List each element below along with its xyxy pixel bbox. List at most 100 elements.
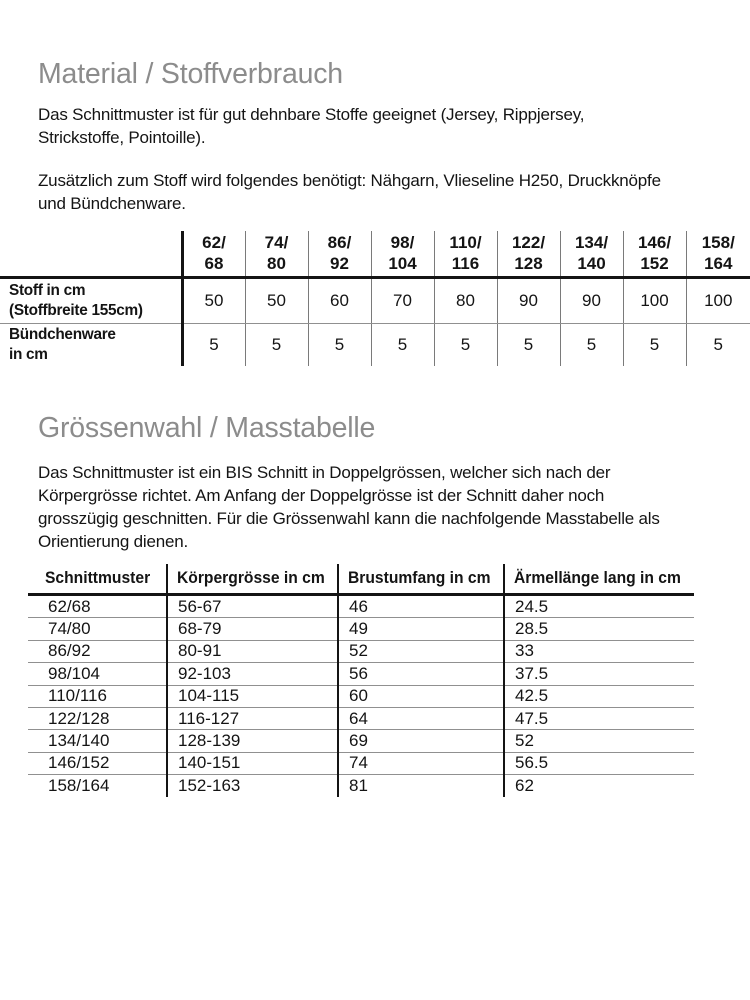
size-column-header: 86/ 92 xyxy=(307,231,371,279)
fabric-table-header-row: 62/ 68 74/ 80 86/ 92 98/ 104 110/ 116 xyxy=(0,231,750,279)
size-column-header: 158/ 164 xyxy=(685,231,750,279)
table-cell: 49 xyxy=(337,617,504,641)
fabric-table-row-stoff: Stoff in cm (Stoffbreite 155cm) 50 50 60… xyxy=(0,277,750,324)
table-cell: 56-67 xyxy=(166,594,338,619)
size-label-bottom: 116 xyxy=(451,254,480,273)
table-cell: 5 xyxy=(433,323,497,366)
size-label-bottom: 80 xyxy=(267,254,286,273)
table-cell: 98/104 xyxy=(28,662,167,686)
row-label-buendchen: Bündchenware in cm xyxy=(0,323,184,366)
table-row: 110/116 104-115 60 42.5 xyxy=(28,685,694,708)
material-paragraph-1: Das Schnittmuster ist für gut dehnbare S… xyxy=(38,105,585,147)
size-column-header: 146/ 152 xyxy=(622,231,686,279)
table-cell: 5 xyxy=(559,323,623,366)
table-cell: 50 xyxy=(244,277,308,324)
table-cell: 52 xyxy=(503,729,694,753)
table-cell: 47.5 xyxy=(503,707,694,731)
size-label-top: 134/ xyxy=(574,233,609,252)
table-cell: 74/80 xyxy=(28,617,167,641)
column-header-aermellaenge: Ärmellänge lang in cm xyxy=(503,564,694,596)
size-label-bottom: 104 xyxy=(388,254,417,273)
table-cell: 62/68 xyxy=(28,594,167,619)
table-cell: 37.5 xyxy=(503,662,694,686)
size-column-header: 74/ 80 xyxy=(244,231,308,279)
table-cell: 33 xyxy=(503,640,694,664)
table-cell: 46 xyxy=(337,594,504,619)
table-cell: 100 xyxy=(685,277,750,324)
size-label-top: 110/ xyxy=(449,233,482,252)
material-paragraph-2: Zusätzlich zum Stoff wird folgendes benö… xyxy=(38,171,661,213)
table-cell: 5 xyxy=(370,323,434,366)
table-cell: 140-151 xyxy=(166,752,338,776)
table-cell: 158/164 xyxy=(48,775,110,795)
table-cell: 90 xyxy=(496,277,560,324)
table-cell: 92-103 xyxy=(166,662,338,686)
table-cell: 5 xyxy=(307,323,371,366)
table-row: 158/164 152-163 81 62 xyxy=(28,774,694,797)
table-cell: 50 xyxy=(182,277,245,324)
table-cell: 5 xyxy=(685,323,750,366)
table-row: 86/92 80-91 52 33 xyxy=(28,640,694,664)
size-label-top: 122/ xyxy=(511,233,546,252)
table-cell: 104-115 xyxy=(166,685,338,708)
table-cell: 81 xyxy=(337,774,504,797)
material-section-heading: Material / Stoffverbrauch xyxy=(38,58,343,90)
row-label-line2: (Stoffbreite 155cm) xyxy=(9,302,143,319)
column-header-koerpergroesse: Körpergrösse in cm xyxy=(166,564,338,596)
table-row: 146/152 140-151 74 56.5 xyxy=(28,752,694,776)
row-label-line1: Bündchenware xyxy=(9,326,116,343)
table-cell: 134/140 xyxy=(28,729,167,753)
column-header-brustumfang: Brustumfang in cm xyxy=(337,564,504,596)
size-column-header: 134/ 140 xyxy=(559,231,623,279)
measurement-table-header-row: Schnittmuster Körpergrösse in cm Brustum… xyxy=(28,564,694,596)
table-cell: 60 xyxy=(307,277,371,324)
size-label-top: 146/ xyxy=(637,233,672,252)
table-row: 62/68 56-67 46 24.5 xyxy=(28,594,694,619)
size-label-top: 98/ xyxy=(390,233,415,252)
size-column-header: 98/ 104 xyxy=(370,231,434,279)
table-cell: 56 xyxy=(337,662,504,686)
table-cell: 70 xyxy=(370,277,434,324)
table-cell: 5 xyxy=(209,335,219,354)
table-cell: 24.5 xyxy=(503,594,694,619)
table-cell: 146/152 xyxy=(28,752,167,776)
table-cell: 122/128 xyxy=(28,707,167,731)
size-label-top: 86/ xyxy=(327,233,352,252)
size-label-bottom: 92 xyxy=(330,254,349,273)
size-label-bottom: 140 xyxy=(577,254,606,273)
table-row: 74/80 68-79 49 28.5 xyxy=(28,617,694,641)
table-cell: 80 xyxy=(433,277,497,324)
table-row: 134/140 128-139 69 52 xyxy=(28,729,694,753)
size-label-bottom: 164 xyxy=(704,254,733,273)
fabric-table-row-buendchen: Bündchenware in cm 5 5 5 5 5 5 5 5 5 xyxy=(0,323,750,366)
table-cell: 64 xyxy=(337,707,504,731)
table-cell: 62 xyxy=(503,774,694,797)
size-column-header: 122/ 128 xyxy=(496,231,560,279)
size-label-bottom: 128 xyxy=(514,254,543,273)
table-cell: 110/116 xyxy=(28,685,167,708)
size-column-header: 110/ 116 xyxy=(433,231,497,279)
table-cell: 5 xyxy=(622,323,686,366)
table-cell: 5 xyxy=(244,323,308,366)
column-header-label: Brustumfang in cm xyxy=(348,567,491,587)
table-cell: 74 xyxy=(337,752,504,776)
size-label-top: 158/ xyxy=(701,233,735,252)
row-label-line1: Stoff in cm xyxy=(9,282,86,299)
table-row: 98/104 92-103 56 37.5 xyxy=(28,662,694,686)
table-cell: 5 xyxy=(496,323,560,366)
size-label-top: 62/ xyxy=(202,233,226,252)
table-cell: 90 xyxy=(559,277,623,324)
measurement-table: Schnittmuster Körpergrösse in cm Brustum… xyxy=(28,564,694,797)
row-label-line2: in cm xyxy=(9,346,48,363)
size-column-header: 62/ 68 xyxy=(182,231,245,279)
table-cell: 86/92 xyxy=(28,640,167,664)
row-label-stoff: Stoff in cm (Stoffbreite 155cm) xyxy=(0,277,184,324)
table-row: 122/128 116-127 64 47.5 xyxy=(28,707,694,731)
fabric-usage-table: 62/ 68 74/ 80 86/ 92 98/ 104 110/ 116 xyxy=(0,231,750,366)
size-label-bottom: 68 xyxy=(204,254,224,273)
table-cell: 52 xyxy=(337,640,504,664)
column-header-label: Schnittmuster xyxy=(45,567,151,587)
column-header-label: Körpergrösse in cm xyxy=(177,567,325,587)
table-cell: 60 xyxy=(337,685,504,708)
